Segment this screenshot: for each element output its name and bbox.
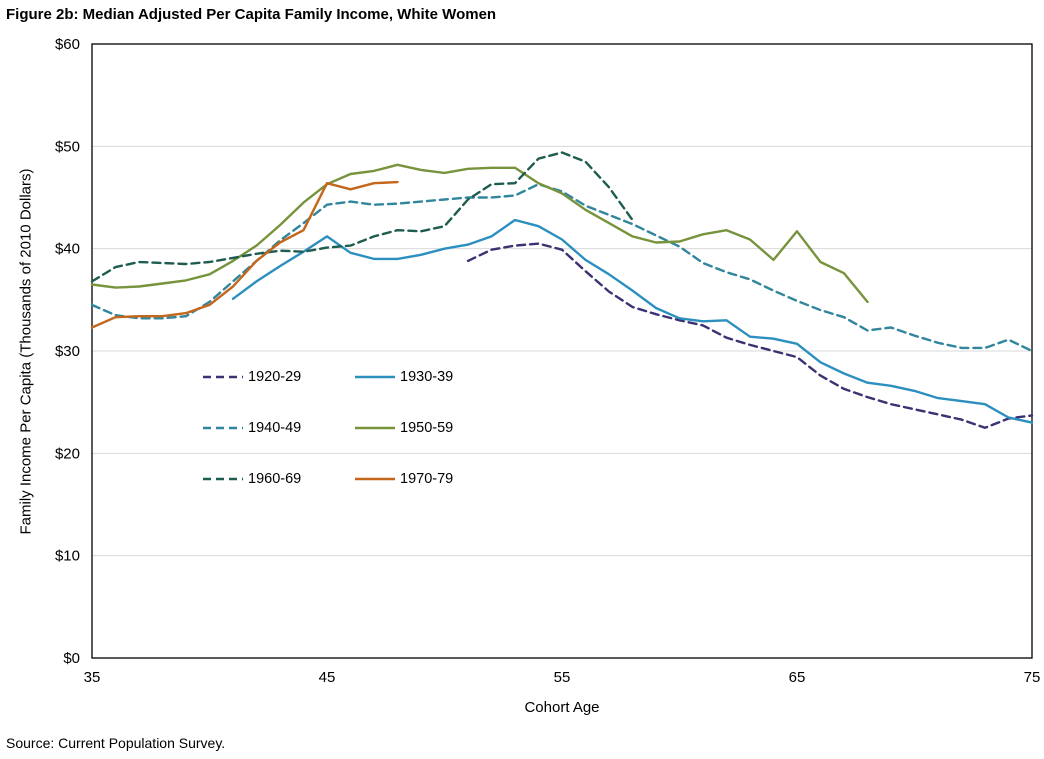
- legend-item-1940-49: 1940-49: [203, 415, 355, 440]
- legend-item-1960-69: 1960-69: [203, 466, 355, 491]
- y-tick-label: $0: [63, 650, 80, 667]
- chart-title: Figure 2b: Median Adjusted Per Capita Fa…: [6, 6, 497, 23]
- legend-swatch-1930-39: [355, 375, 395, 378]
- legend-label-1950-59: 1950-59: [400, 419, 454, 436]
- legend-swatch-1960-69: [203, 477, 243, 480]
- y-tick-label: $10: [55, 548, 80, 565]
- x-axis-title: Cohort Age: [524, 699, 600, 716]
- series-1930-39: [231, 218, 1034, 424]
- plot-border: [91, 43, 1033, 659]
- source-note: Source: Current Population Survey.: [6, 735, 226, 751]
- y-axis-title: Family Income Per Capita (Thousands of 2…: [17, 168, 35, 535]
- y-tick-label: $60: [55, 36, 80, 53]
- x-tick-label: 45: [319, 669, 336, 686]
- chart-legend: 1920-29 1930-39 1940-49 1950-59 1960-69 1970-…: [203, 364, 507, 491]
- legend-item-1930-39: 1930-39: [355, 364, 507, 389]
- y-tick-label: $40: [55, 241, 80, 258]
- legend-swatch-1920-29: [203, 375, 243, 378]
- series-1960-69: [90, 151, 634, 283]
- legend-label-1920-29: 1920-29: [248, 368, 302, 385]
- legend-label-1960-69: 1960-69: [248, 470, 302, 487]
- legend-label-1940-49: 1940-49: [248, 419, 302, 436]
- legend-label-1970-79: 1970-79: [400, 470, 454, 487]
- series-1950-59: [90, 163, 869, 304]
- y-tick-label: $50: [55, 138, 80, 155]
- x-tick-label: 55: [554, 669, 571, 686]
- x-tick-label: 75: [1024, 669, 1041, 686]
- legend-item-1920-29: 1920-29: [203, 364, 355, 389]
- y-tick-label: $20: [55, 445, 80, 462]
- legend-swatch-1940-49: [203, 426, 243, 429]
- legend-item-1950-59: 1950-59: [355, 415, 507, 440]
- legend-item-1970-79: 1970-79: [355, 466, 507, 491]
- x-tick-label: 35: [84, 669, 101, 686]
- series-1970-79: [90, 180, 399, 329]
- y-tick-label: $30: [55, 343, 80, 360]
- legend-label-1930-39: 1930-39: [400, 368, 454, 385]
- legend-swatch-1970-79: [355, 477, 395, 480]
- series-1920-29: [466, 242, 1034, 429]
- legend-swatch-1950-59: [355, 426, 395, 429]
- x-tick-label: 65: [789, 669, 806, 686]
- series-1940-49: [90, 182, 1034, 353]
